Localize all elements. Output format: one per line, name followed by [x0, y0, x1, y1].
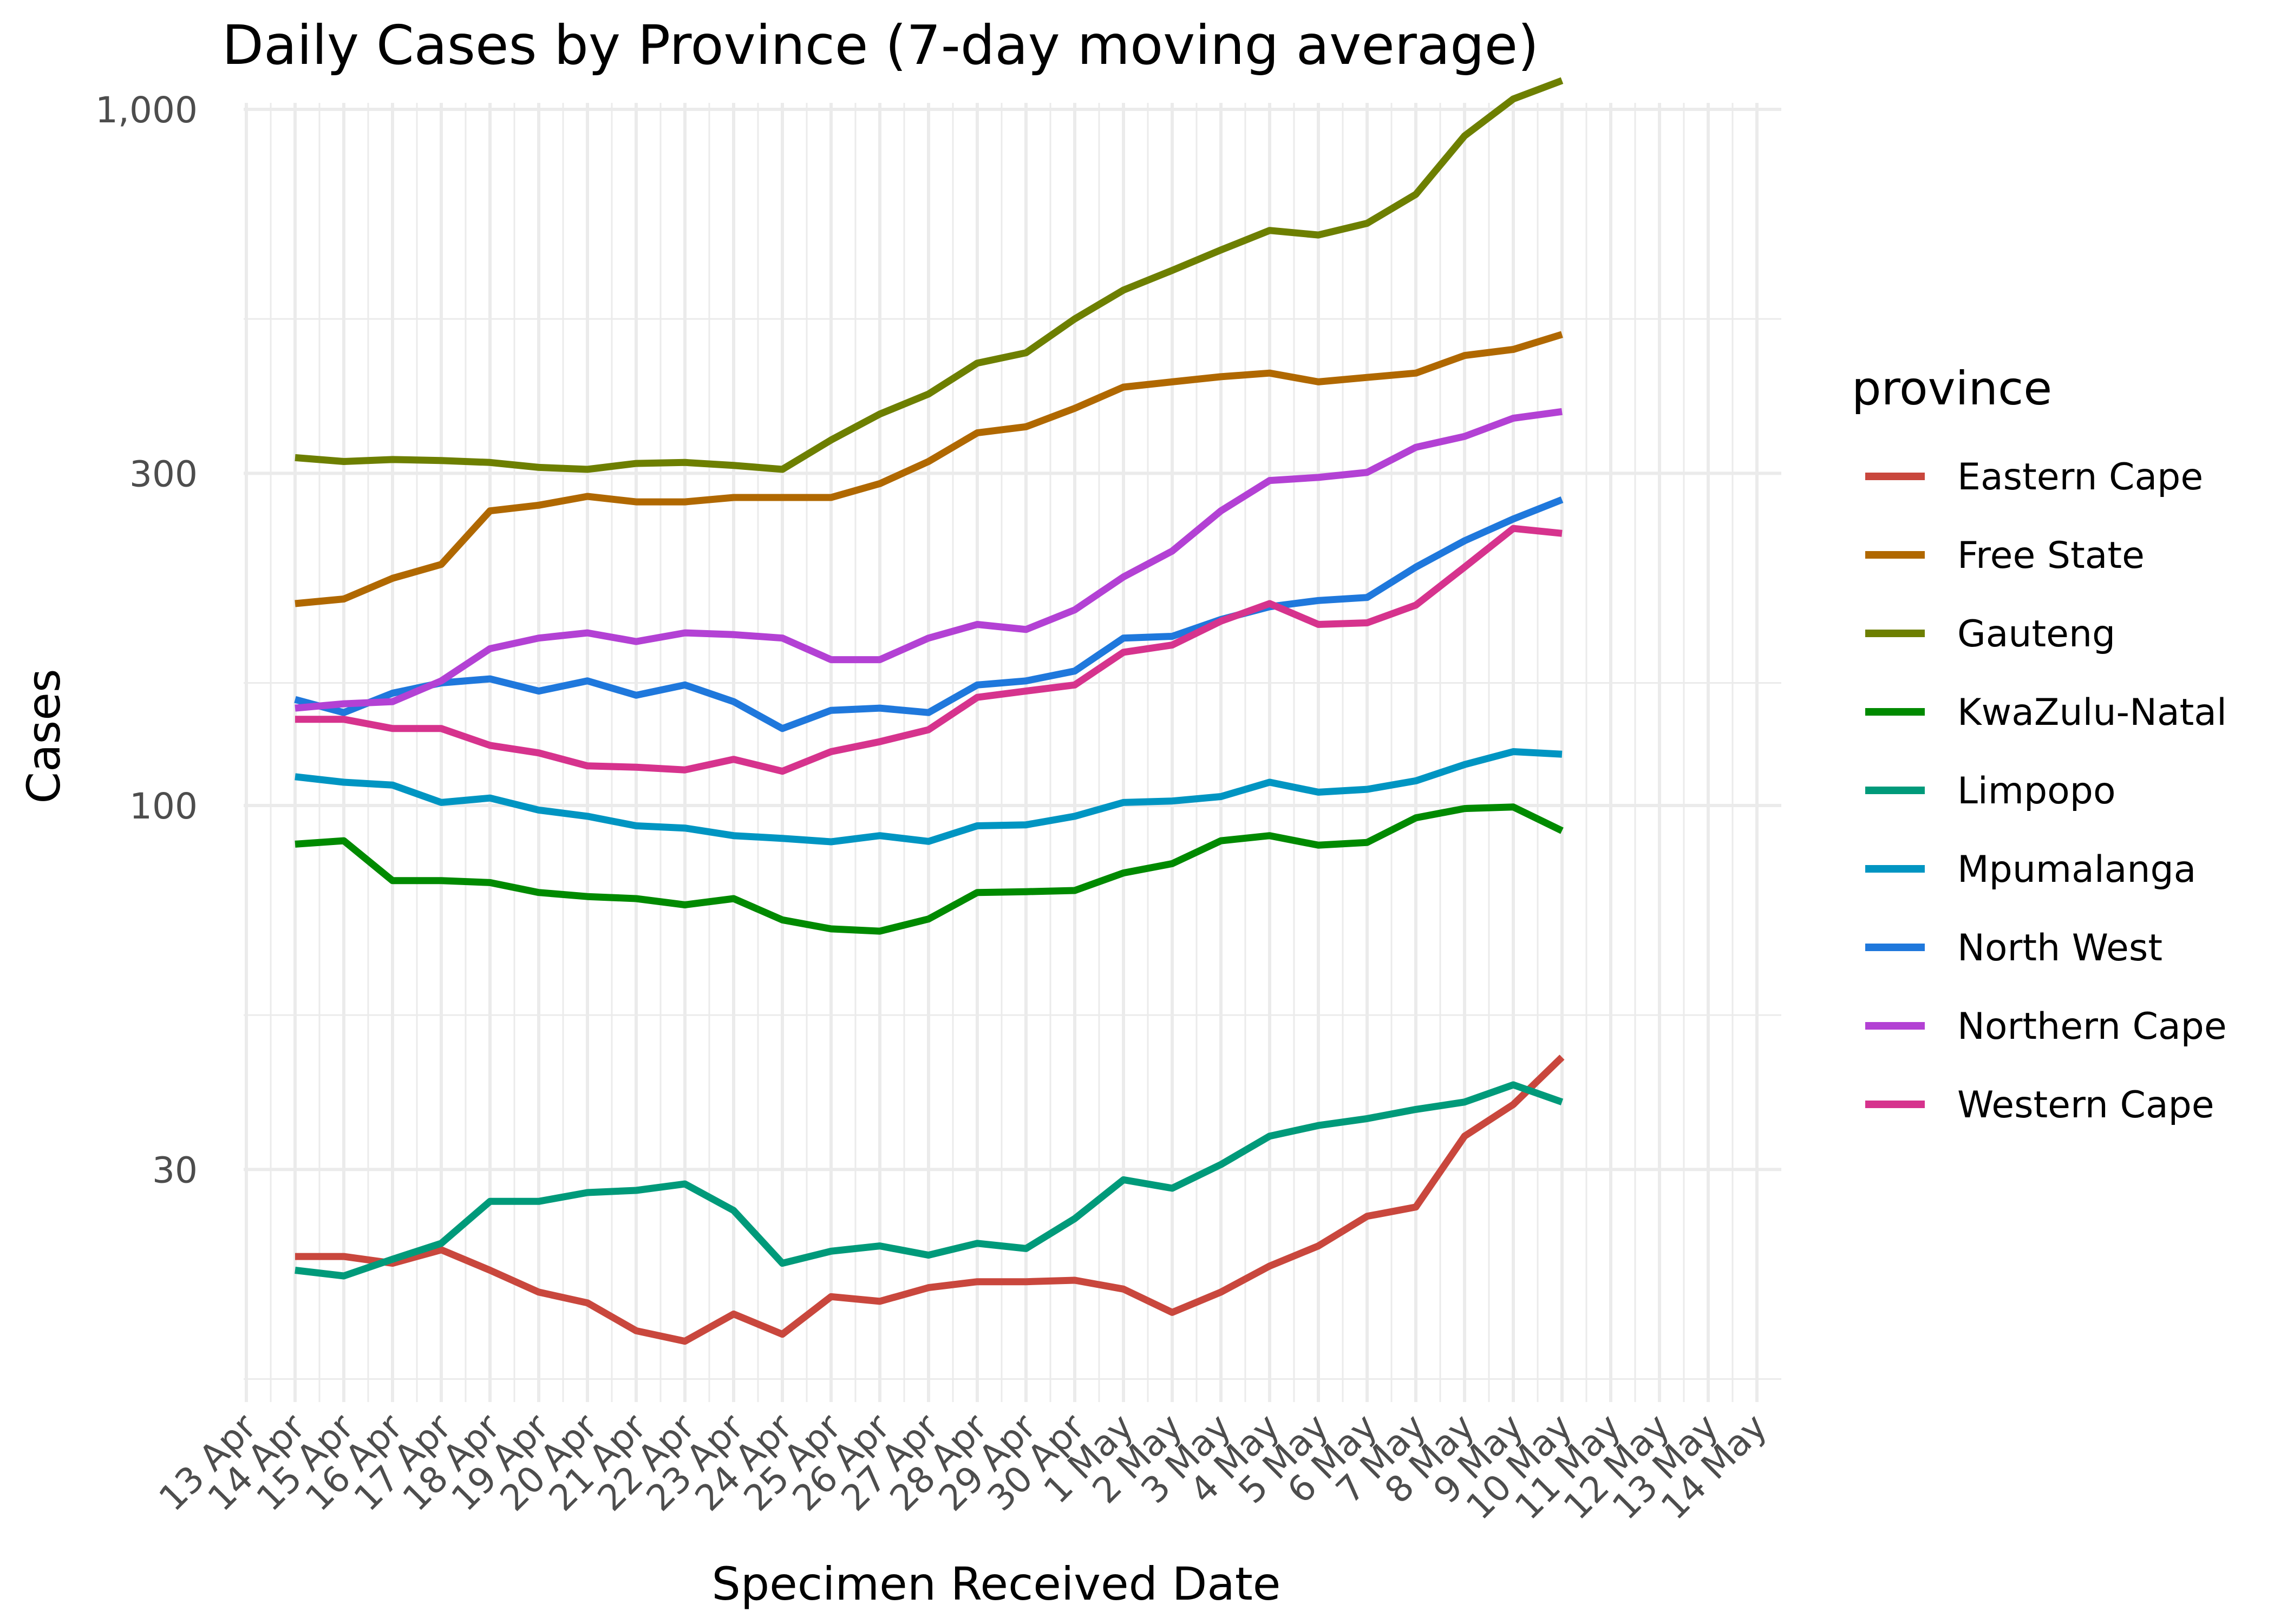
y-tick-label: 300	[129, 453, 198, 495]
series-line-limpopo	[295, 1081, 1564, 1280]
y-tick-label: 100	[129, 785, 198, 827]
legend-label-limpopo: Limpopo	[1957, 770, 2116, 813]
y-tick-label: 1,000	[95, 89, 198, 131]
legend-label-gauteng: Gauteng	[1957, 613, 2115, 656]
series-line-western-cape	[295, 525, 1563, 775]
y-tick-label: 30	[152, 1149, 198, 1191]
legend-title: province	[1852, 362, 2052, 416]
series-line-north-west	[294, 496, 1564, 732]
legend-label-western-cape: Western Cape	[1957, 1084, 2214, 1127]
legend-label-eastern-cape: Eastern Cape	[1957, 456, 2203, 499]
chart-title: Daily Cases by Province (7-day moving av…	[222, 14, 1539, 77]
legend-label-free-state: Free State	[1957, 534, 2145, 577]
legend: province Eastern Cape Free State Gauteng Kw…	[1852, 362, 2227, 1127]
x-axis-label: Specimen Received Date	[712, 1557, 1281, 1610]
series-line-kwazulu-natal	[295, 803, 1564, 935]
series-line-gauteng	[295, 77, 1564, 473]
series-line-free-state	[295, 331, 1563, 607]
legend-label-mpumalanga: Mpumalanga	[1957, 848, 2196, 891]
legend-label-north-west: North West	[1957, 927, 2162, 970]
series-line-mpumalanga	[295, 748, 1563, 846]
legend-label-northern-cape: Northern Cape	[1957, 1005, 2227, 1048]
y-axis-label: Cases	[17, 669, 70, 803]
legend-label-kwazulu-natal: KwaZulu-Natal	[1957, 691, 2227, 734]
series-line-eastern-cape	[295, 1055, 1565, 1345]
series-line-northern-cape	[295, 408, 1563, 712]
